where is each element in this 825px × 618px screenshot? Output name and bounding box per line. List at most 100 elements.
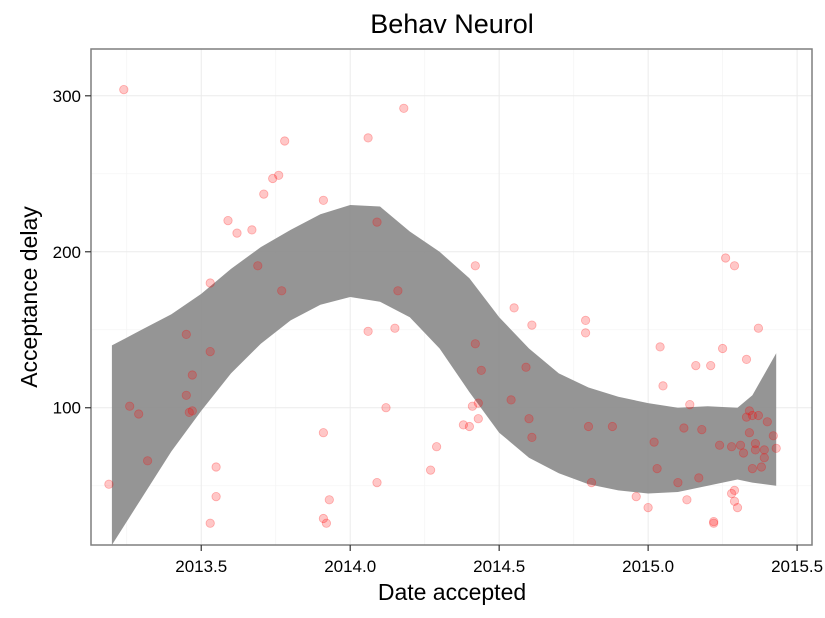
y-axis-title: Acceptance delay: [16, 206, 42, 388]
data-point: [372, 217, 382, 227]
data-point: [744, 428, 755, 438]
data-point: [119, 85, 129, 95]
data-point: [372, 477, 382, 488]
data-point: [527, 320, 537, 330]
data-point: [527, 432, 537, 442]
data-point: [580, 315, 591, 325]
data-point: [759, 453, 769, 463]
x-tick-label: 2015.5: [771, 557, 823, 576]
data-point: [393, 286, 403, 296]
data-point: [524, 414, 534, 424]
data-point: [363, 326, 373, 336]
data-point: [458, 420, 468, 430]
data-point: [709, 516, 719, 527]
data-point: [697, 424, 707, 435]
data-point: [467, 401, 477, 411]
data-point: [318, 195, 328, 205]
data-point: [741, 412, 752, 422]
data-point: [390, 323, 400, 333]
data-point: [580, 328, 591, 338]
data-point: [134, 409, 144, 419]
data-point: [768, 431, 778, 441]
data-point: [729, 496, 740, 506]
data-point: [211, 462, 221, 472]
data-point: [274, 170, 284, 180]
data-point: [521, 362, 531, 372]
data-point: [321, 518, 331, 528]
data-point: [181, 329, 191, 339]
data-point: [726, 488, 737, 499]
data-point: [381, 403, 391, 413]
data-point: [750, 445, 761, 455]
data-point: [318, 513, 328, 524]
data-point: [211, 491, 221, 502]
data-point: [268, 173, 278, 184]
data-point: [583, 421, 594, 432]
data-points: [104, 85, 781, 528]
y-axis-ticks: 100 200 300: [53, 87, 91, 418]
data-point: [425, 465, 436, 475]
data-point: [259, 189, 269, 199]
confidence-band: [111, 205, 777, 545]
data-point: [762, 417, 772, 427]
data-point: [104, 479, 114, 489]
data-point: [747, 463, 758, 474]
panel-border: [90, 48, 813, 546]
y-tick-label: 200: [53, 243, 81, 262]
data-point: [753, 323, 764, 333]
data-point: [720, 253, 731, 263]
x-tick-label: 2013.5: [175, 557, 227, 576]
data-point: [658, 381, 668, 391]
data-point: [277, 286, 287, 296]
data-point: [318, 428, 328, 438]
data-point: [247, 225, 257, 235]
data-point: [750, 438, 761, 449]
data-point: [470, 261, 480, 271]
data-point: [187, 370, 197, 380]
data-point: [655, 342, 665, 352]
x-tick-label: 2014.5: [473, 557, 525, 576]
data-point: [253, 261, 263, 271]
x-tick-label: 2015.0: [622, 557, 674, 576]
data-point: [741, 354, 752, 364]
data-point: [753, 410, 764, 421]
data-point: [506, 395, 516, 405]
data-point: [586, 477, 597, 488]
data-point: [652, 463, 662, 474]
y-tick-label: 100: [53, 399, 81, 418]
data-point: [205, 518, 215, 528]
data-point: [729, 485, 740, 495]
data-point: [431, 442, 442, 452]
data-point: [673, 477, 683, 488]
data-point: [232, 228, 242, 238]
data-point: [729, 261, 740, 271]
data-point: [706, 360, 716, 371]
data-point: [747, 410, 758, 421]
data-point: [631, 491, 641, 502]
data-point: [732, 502, 743, 513]
data-point: [685, 399, 695, 410]
y-tick-label: 300: [53, 87, 81, 106]
data-point: [280, 136, 290, 146]
data-point: [771, 443, 781, 453]
data-point: [223, 216, 233, 226]
data-point: [181, 390, 191, 400]
data-point: [714, 440, 725, 450]
data-point: [184, 407, 194, 417]
data-point: [759, 445, 769, 455]
data-point: [643, 502, 653, 513]
data-point: [649, 437, 659, 447]
data-point: [363, 133, 373, 143]
data-point: [756, 462, 767, 472]
data-point: [509, 303, 519, 313]
data-point: [738, 448, 749, 458]
data-point: [717, 343, 728, 354]
data-point: [744, 406, 755, 416]
data-point: [473, 414, 483, 424]
data-point: [205, 346, 215, 357]
data-point: [694, 473, 704, 483]
data-point: [464, 421, 474, 432]
data-point: [682, 495, 692, 505]
x-axis-title: Date accepted: [378, 579, 526, 605]
